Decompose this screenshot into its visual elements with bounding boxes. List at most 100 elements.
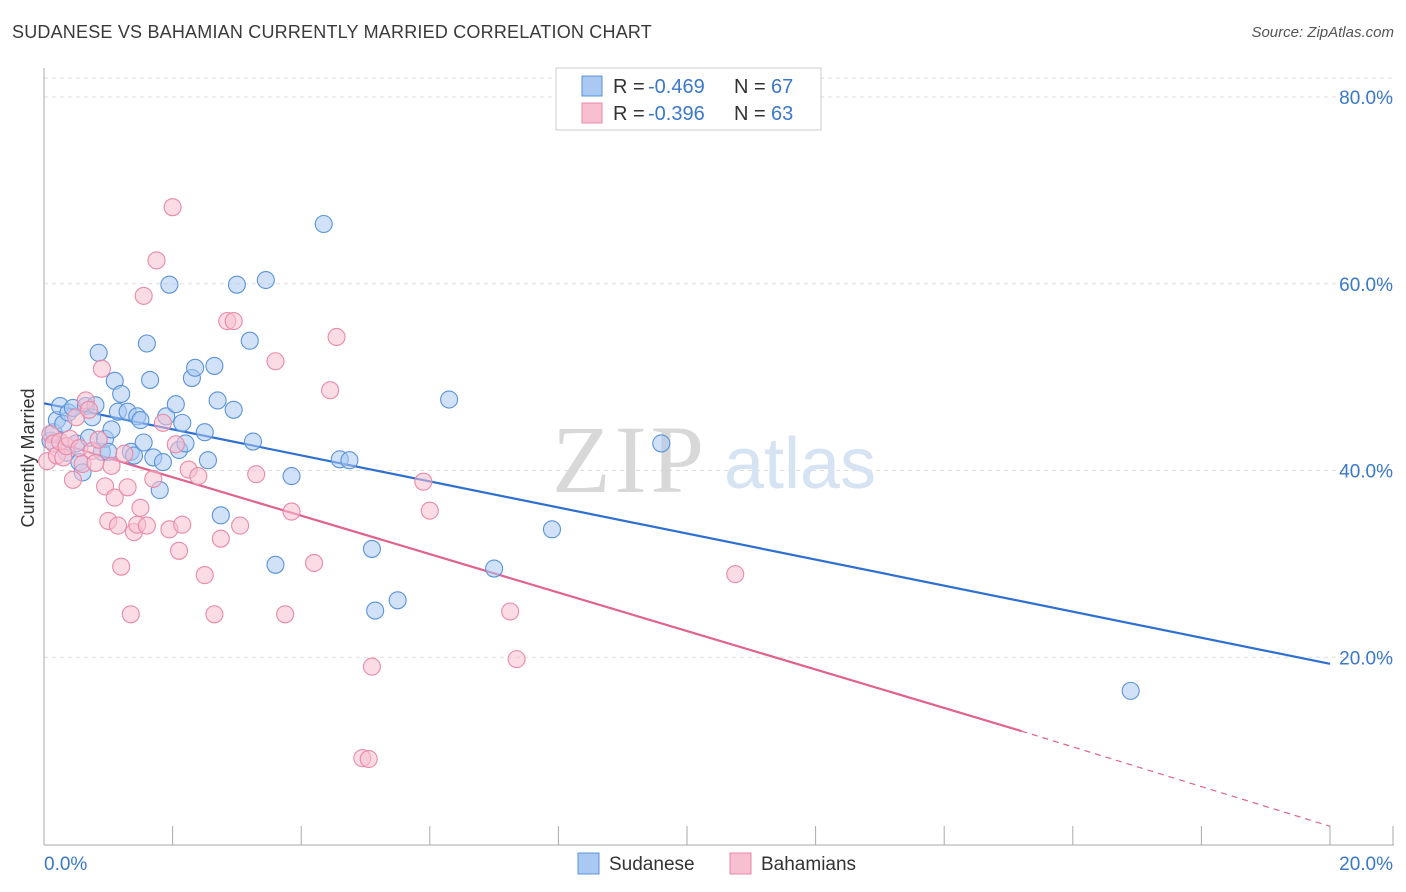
bahamian-point <box>169 541 189 560</box>
bahamian-point <box>102 456 121 475</box>
bahamian-point <box>166 435 185 454</box>
sudanese-point <box>131 411 150 430</box>
bahamian-point <box>112 557 131 576</box>
bahamian-points <box>38 198 745 769</box>
sudanese-point <box>208 391 227 410</box>
bahamian-point <box>247 465 266 484</box>
sudanese-point <box>205 356 224 375</box>
bahamian-point <box>115 444 134 463</box>
sudanese-point <box>141 370 160 389</box>
sudanese-point <box>362 539 381 558</box>
bahamian-trend-line-extension <box>1021 730 1331 827</box>
bahamian-point <box>163 198 182 217</box>
sudanese-point <box>195 423 214 442</box>
sudanese-point <box>227 275 246 294</box>
legend-box: R = -0.469 N = 67 R = -0.396 N = 63 <box>555 67 822 131</box>
bahamian-point <box>189 467 208 486</box>
bahamian-point <box>131 498 150 517</box>
sudanese-point <box>282 467 301 486</box>
bahamian-point <box>224 312 243 331</box>
legend-n-value-2: 63 <box>771 103 793 125</box>
bahamian-point <box>89 430 108 449</box>
sudanese-point <box>266 555 285 574</box>
legend-r-value-2: -0.396 <box>648 103 705 125</box>
source-label: Source: ZipAtlas.com <box>1251 24 1394 41</box>
sudanese-point <box>243 432 263 451</box>
bahamian-point <box>205 605 224 624</box>
sudanese-point <box>112 384 131 403</box>
legend-r-label-1: R = <box>613 76 645 98</box>
bahamian-point <box>359 749 378 769</box>
bahamian-point <box>414 472 433 491</box>
bahamian-point <box>321 381 340 400</box>
bahamian-point <box>507 650 526 669</box>
sudanese-point <box>153 453 173 472</box>
bahamian-point <box>105 488 124 507</box>
bahamian-point <box>144 469 163 488</box>
chart-title: SUDANESE VS BAHAMIAN CURRENTLY MARRIED C… <box>12 22 652 42</box>
bahamian-point <box>118 478 137 497</box>
bahamian-point <box>134 286 153 305</box>
x-tick-label: 0.0% <box>44 854 87 875</box>
y-tick-label: 20.0% <box>1339 648 1393 669</box>
bottom-legend-bahamians: Bahamians <box>761 854 856 875</box>
bottom-legend: Sudanese Bahamians <box>577 852 856 875</box>
bahamian-point <box>137 516 156 535</box>
sudanese-point <box>240 331 259 350</box>
bahamian-point <box>173 515 192 534</box>
bahamian-point <box>86 453 105 473</box>
sudanese-point <box>388 591 407 610</box>
x-tick-label: 20.0% <box>1339 854 1393 875</box>
sudanese-point <box>440 390 459 409</box>
bahamian-point <box>108 516 127 535</box>
watermark-zip: ZIP <box>552 406 708 513</box>
bahamian-point <box>195 566 214 585</box>
y-tick-labels: 20.0% 40.0% 60.0% 80.0% <box>1339 88 1393 669</box>
y-tick-label: 80.0% <box>1339 88 1393 109</box>
bahamian-point <box>282 502 301 521</box>
gridlines <box>44 77 1394 658</box>
bahamian-point <box>305 553 324 572</box>
bottom-legend-swatch-sudanese <box>577 852 600 875</box>
sudanese-point <box>340 451 359 470</box>
y-axis-label: Currently Married <box>18 388 38 527</box>
sudanese-point <box>198 451 218 470</box>
legend-n-value-1: 67 <box>771 76 793 98</box>
bahamian-point <box>726 565 745 584</box>
legend-n-label-1: N = <box>734 76 766 98</box>
y-tick-label: 60.0% <box>1339 275 1393 296</box>
sudanese-point <box>224 400 243 419</box>
bahamian-point <box>501 602 520 621</box>
sudanese-point <box>1121 681 1140 700</box>
sudanese-point <box>211 506 230 525</box>
sudanese-point <box>137 334 156 353</box>
sudanese-point <box>166 395 185 414</box>
legend-swatch-bahamians <box>581 102 603 124</box>
legend-r-value-1: -0.469 <box>648 76 705 98</box>
sudanese-point <box>102 420 121 439</box>
bahamian-point <box>211 529 230 548</box>
bahamian-trend-line <box>43 437 1022 733</box>
sudanese-point <box>652 434 671 453</box>
sudanese-point <box>366 601 385 620</box>
sudanese-point <box>134 433 153 452</box>
bottom-legend-sudanese: Sudanese <box>609 854 695 875</box>
bahamian-point <box>420 501 439 520</box>
y-tick-label: 40.0% <box>1339 462 1393 483</box>
sudanese-point <box>160 275 179 294</box>
bahamian-point <box>79 400 99 419</box>
bahamian-point <box>63 470 82 489</box>
sudanese-point <box>485 559 504 578</box>
sudanese-point <box>173 413 192 432</box>
bottom-legend-swatch-bahamians <box>729 852 752 875</box>
bahamian-point <box>266 352 285 371</box>
bahamian-point <box>147 251 166 270</box>
bahamian-point <box>92 359 111 378</box>
bahamian-point <box>362 657 381 676</box>
legend-n-label-2: N = <box>734 103 766 125</box>
legend-swatch-sudanese <box>581 75 603 97</box>
sudanese-point <box>256 270 275 290</box>
bahamian-point <box>327 327 346 347</box>
x-tick-labels: 0.0% 20.0% <box>44 854 1393 875</box>
